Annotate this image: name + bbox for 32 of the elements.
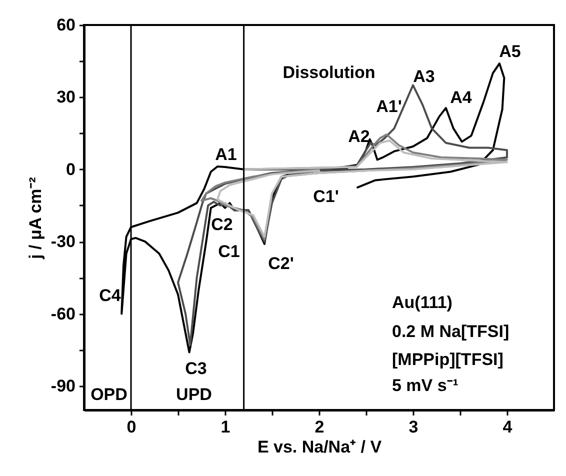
y-tick-label: -60 — [50, 304, 76, 324]
x-tick-label: 0 — [126, 418, 136, 436]
annotation: A4 — [450, 88, 472, 107]
annotation: [MPPip][TFSI] — [392, 350, 504, 369]
y-tick-label: 30 — [56, 88, 76, 107]
y-tick-label: 60 — [56, 16, 76, 34]
x-tick-label: 2 — [314, 418, 324, 436]
y-tick-label: -30 — [50, 232, 76, 252]
x-tick-label: 4 — [502, 418, 513, 436]
x-axis-title: E vs. Na/Na⁺ / V — [257, 438, 382, 456]
annotation: A5 — [499, 42, 521, 61]
x-tick-label: 3 — [408, 418, 418, 436]
annotation: OPD — [90, 385, 128, 404]
annotation: A1' — [376, 97, 402, 116]
annotation: Dissolution — [282, 63, 376, 82]
annotation: C3 — [185, 359, 207, 378]
y-tick-label: 0 — [66, 160, 76, 179]
annotation: Au(111) — [392, 293, 452, 312]
annotation: A3 — [413, 67, 435, 86]
annotation: UPD — [176, 385, 212, 404]
annotation: C1 — [218, 242, 240, 261]
y-tick-label: -90 — [50, 376, 76, 396]
annotation: A2 — [348, 127, 370, 146]
annotation: C2' — [268, 254, 294, 273]
y-axis-title: j / μA cm⁻² — [26, 176, 45, 260]
annotation: C2 — [211, 215, 233, 234]
annotation: 5 mV s⁻¹ — [392, 376, 459, 395]
annotation: C4 — [99, 286, 122, 305]
x-tick-label: 1 — [220, 418, 230, 436]
annotation: 0.2 M Na[TFSI] — [392, 322, 510, 341]
annotation: C1' — [313, 187, 339, 206]
annotation: A1 — [215, 145, 237, 164]
